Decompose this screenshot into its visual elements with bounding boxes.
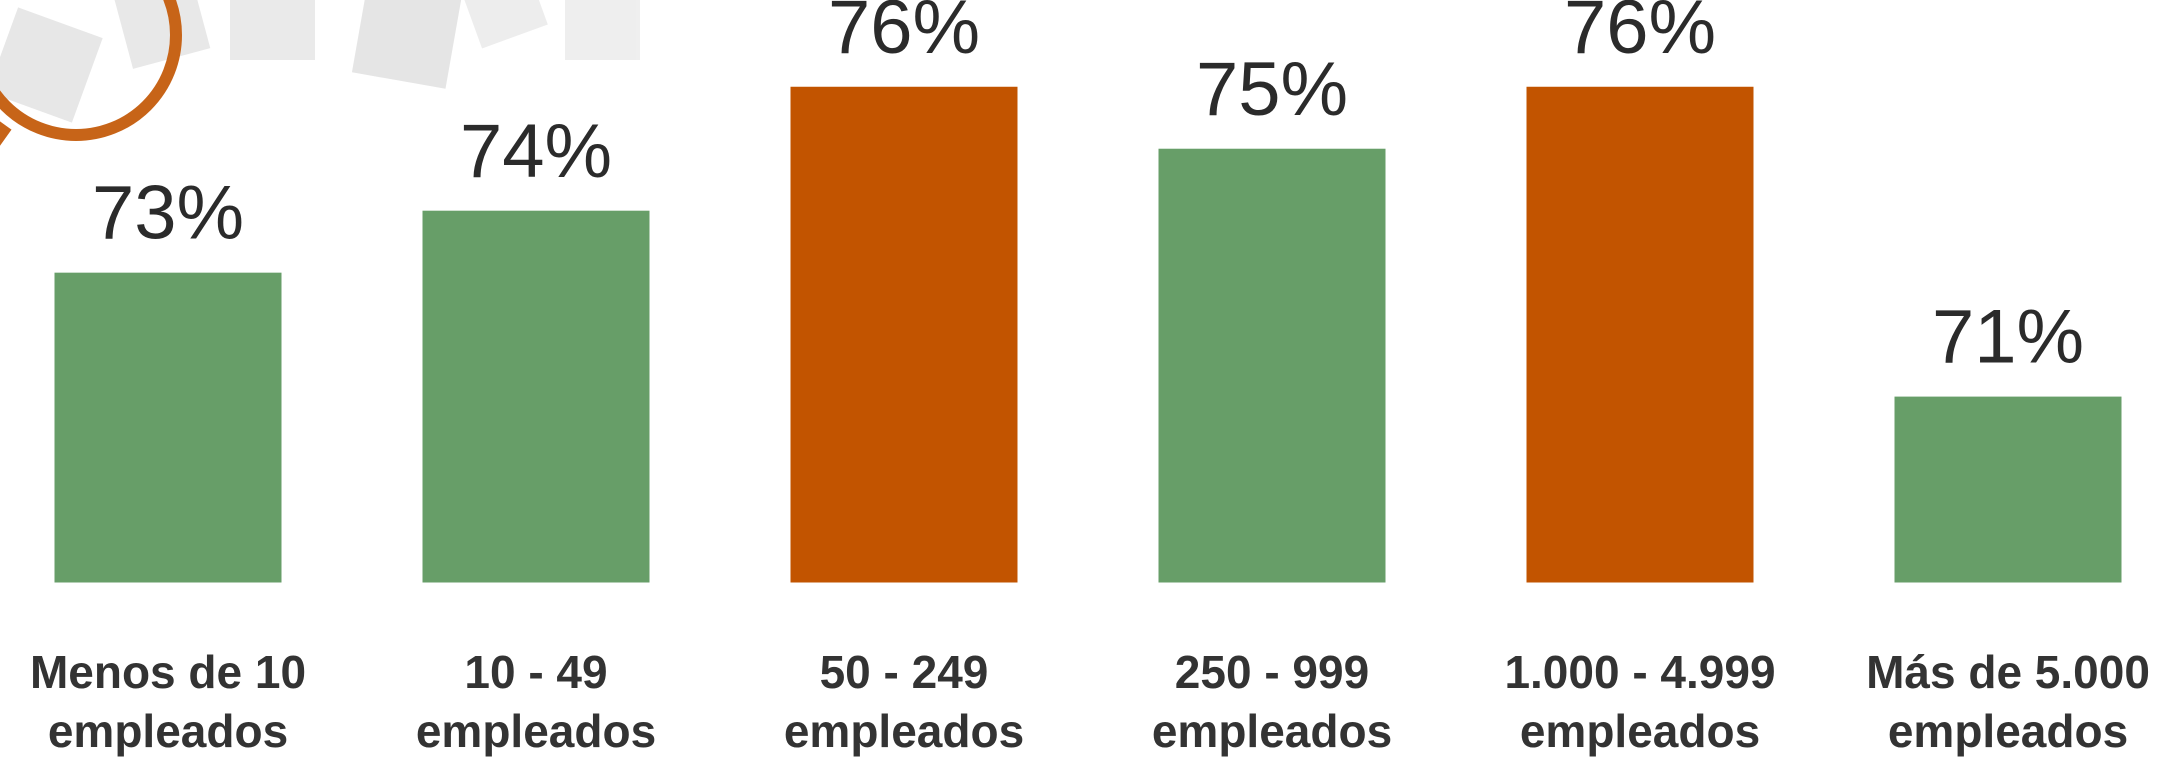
bar [54, 272, 282, 583]
x-tick-label: 250 - 999 empleados [1151, 646, 1393, 757]
value-label: 76% [1564, 0, 1716, 70]
bar [790, 86, 1018, 583]
bar [1158, 148, 1386, 583]
x-tick-label: Menos de 10 empleados [29, 646, 307, 757]
x-tick-label: 50 - 249 empleados [783, 646, 1025, 757]
bar [1894, 396, 2122, 583]
x-tick-label: Más de 5.000 empleados [1866, 646, 2150, 757]
value-label: 75% [1196, 47, 1348, 132]
bar [1526, 86, 1754, 583]
value-label: 71% [1932, 295, 2084, 380]
value-label: 76% [828, 0, 980, 70]
value-label: 73% [92, 171, 244, 256]
bar [422, 210, 650, 583]
x-tick-label: 1.000 - 4.999 empleados [1504, 646, 1776, 757]
x-tick-label: 10 - 49 empleados [415, 646, 657, 757]
decoration [0, 0, 640, 146]
value-label: 74% [460, 109, 612, 194]
